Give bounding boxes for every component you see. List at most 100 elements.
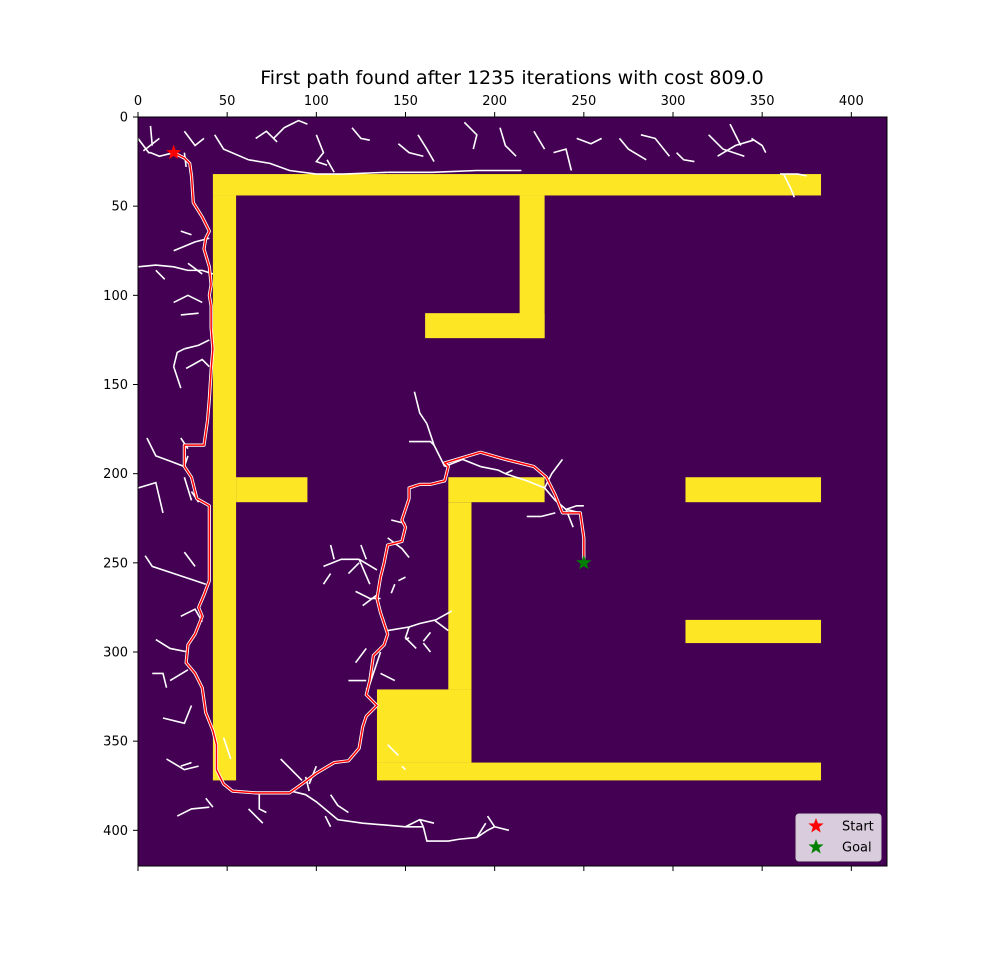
obstacle-block	[212, 174, 822, 196]
tree-edge	[422, 631, 432, 642]
tree-edge	[180, 230, 192, 236]
tree-edge	[444, 458, 481, 468]
obstacle-block	[376, 762, 822, 781]
tree-edge	[180, 312, 199, 316]
tree-edge	[618, 137, 647, 161]
tree-edge	[717, 139, 754, 157]
tree-edge	[258, 794, 267, 814]
plot-area	[137, 116, 888, 867]
y-tick-label: 250	[103, 556, 128, 571]
tree-edge	[533, 130, 546, 150]
tree-edge	[780, 173, 807, 177]
y-tick-label: 0	[120, 111, 128, 126]
tree-edge	[214, 134, 249, 161]
tree-edge	[358, 558, 371, 585]
tree-edge	[540, 512, 556, 518]
tree-edge	[180, 437, 189, 450]
tree-edge	[494, 825, 510, 832]
tree-edge	[404, 626, 417, 649]
x-tick-label: 200	[482, 94, 507, 109]
tree-edge	[380, 672, 396, 682]
tree-edge	[751, 137, 767, 154]
tree-edge	[422, 826, 496, 842]
x-axis-ticks: 0 50 100 150 200 250 300 350 400	[134, 94, 864, 871]
y-tick-label: 400	[103, 824, 128, 839]
x-tick-label: 150	[393, 94, 418, 109]
tree-edge	[173, 294, 203, 304]
obstacle-block	[448, 477, 545, 503]
y-tick-label: 300	[103, 646, 128, 661]
obstacle-block	[425, 313, 545, 339]
legend-start-icon	[808, 818, 824, 833]
obstacle-block	[448, 502, 472, 690]
tree-edge	[183, 551, 196, 567]
tree-edge	[362, 594, 378, 607]
x-tick-label: 350	[750, 94, 775, 109]
tree-edge	[142, 137, 160, 152]
tree-edge	[138, 481, 164, 514]
tree-edge	[155, 269, 166, 280]
tree-edge	[397, 143, 424, 158]
tree-edge	[180, 761, 192, 767]
tree-edge	[486, 815, 496, 828]
tree-edge	[543, 458, 564, 489]
tree-edge	[387, 610, 453, 632]
obstacle-block	[376, 689, 472, 763]
tree-edge	[729, 123, 742, 146]
tree-edge	[347, 562, 360, 575]
tree-edge	[329, 794, 349, 814]
tree-edge	[184, 339, 210, 350]
tree-edge	[417, 134, 435, 162]
tree-edge	[280, 758, 303, 781]
tree-edge	[169, 669, 189, 682]
plot-frame	[137, 116, 888, 867]
tree-edge	[413, 391, 428, 425]
chart-title: First path found after 1235 iterations w…	[260, 67, 764, 89]
tree-edge	[360, 544, 368, 560]
tree-edge	[222, 737, 232, 760]
tree-edge	[543, 487, 567, 510]
x-tick-label: 100	[304, 94, 329, 109]
tree-edge	[354, 647, 367, 664]
tree-edge	[149, 125, 154, 146]
legend-items: Start Goal	[808, 818, 874, 856]
tree-edge	[180, 608, 203, 623]
legend-goal-label: Goal	[842, 841, 872, 856]
tree-edge	[152, 672, 168, 688]
legend-goal-icon	[808, 839, 824, 854]
tree-edge	[358, 558, 378, 571]
tree-edge	[329, 544, 335, 560]
tree-edge	[426, 423, 435, 446]
obstacle-block	[236, 477, 308, 503]
tree-edge	[419, 819, 425, 828]
tree-edge	[144, 555, 207, 585]
tree-edge	[138, 137, 174, 158]
tree-edge	[155, 638, 189, 653]
tree-edge	[326, 159, 335, 173]
y-tick-label: 150	[103, 378, 128, 393]
obstacle-block	[685, 619, 822, 644]
tree-edge	[248, 159, 388, 175]
tree-edge	[172, 348, 185, 367]
tree-edge	[390, 583, 396, 594]
tree-edge	[323, 558, 360, 568]
tree-edge	[708, 134, 745, 157]
tree-edge	[183, 130, 205, 147]
tree-edge	[205, 797, 214, 808]
x-tick-label: 0	[134, 94, 142, 109]
tree-edge	[387, 744, 399, 756]
tree-edge	[463, 121, 478, 150]
search-tree-layer	[138, 119, 807, 842]
tree-edge	[185, 358, 210, 370]
obstacle-block	[212, 195, 237, 781]
tree-edge	[314, 134, 328, 166]
tree-edge	[248, 808, 264, 824]
x-tick-label: 250	[571, 94, 596, 109]
tree-edge	[176, 806, 210, 817]
tree-edge	[499, 127, 517, 157]
obstacle-layer	[212, 174, 822, 781]
tree-edge	[676, 152, 695, 163]
legend-start-label: Start	[842, 820, 874, 835]
tree-edge	[576, 137, 603, 145]
x-tick-label: 300	[661, 94, 686, 109]
